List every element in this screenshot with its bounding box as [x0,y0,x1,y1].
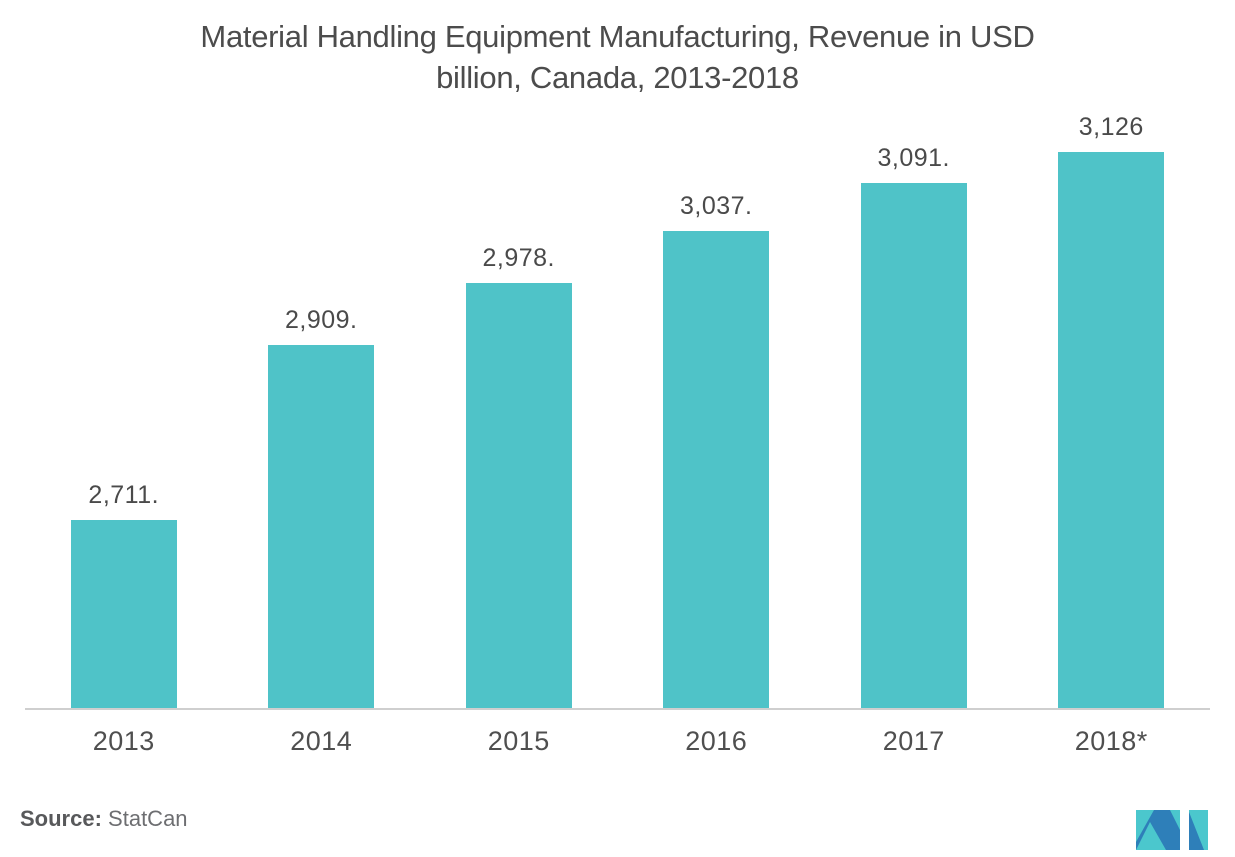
x-axis-labels: 2013 2014 2015 2016 2017 2018* [25,726,1210,757]
bar-value-label: 2,978. [482,244,555,272]
x-axis-label-2015: 2015 [487,726,550,756]
bar-2017 [860,183,967,710]
bar-2014 [268,345,375,710]
bar-2013 [70,520,177,710]
source-attribution: Source: StatCan [20,806,188,832]
x-axis-line [25,708,1210,710]
bar-column-2015: 2,978. [420,0,618,710]
bar-2016 [663,231,770,710]
bar-column-2017: 3,091. [815,0,1013,710]
bar-column-2018*: 3,126 [1013,0,1211,710]
bar-value-label: 2,909. [284,306,358,334]
bar-column-2016: 3,037. [618,0,816,710]
x-axis-label-2016: 2016 [685,726,748,756]
source-label: Source: [20,806,102,831]
mordor-intelligence-logo [1136,810,1208,850]
bar-value-label: 2,711. [88,481,160,509]
logo-right-diagonal [1189,812,1204,850]
bar-column-2013: 2,711. [25,0,223,710]
bar-column-2014: 2,909. [223,0,421,710]
bar-2015 [465,283,572,710]
x-axis-label-2014: 2014 [290,726,353,756]
bar-value-label: 3,037. [679,192,753,220]
bar-value-label: 3,126 [1078,113,1144,141]
chart-title: Material Handling Equipment Manufacturin… [0,16,1235,98]
x-axis-label-2013: 2013 [92,726,155,756]
x-axis-label-2018*: 2018* [1074,726,1148,756]
plot-area: 2,711. 2,909. 2,978. 3,037. 3,091. 3,126 [25,0,1210,710]
chart-title-line-2: billion, Canada, 2013-2018 [436,60,799,95]
source-value: StatCan [108,806,188,831]
bar-2018* [1058,152,1165,710]
x-axis-label-2017: 2017 [882,726,945,756]
bar-value-label: 3,091. [877,144,950,172]
logo-left-diagonal [1136,810,1180,850]
chart-title-line-1: Material Handling Equipment Manufacturin… [200,19,1035,54]
